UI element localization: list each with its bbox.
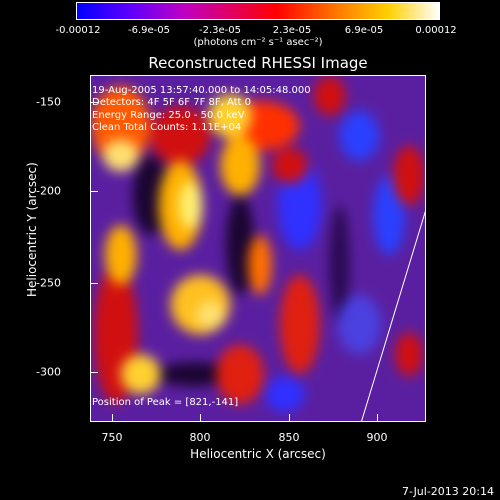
x-tick-label: 850	[278, 431, 300, 444]
x-axis-label: Heliocentric X (arcsec)	[190, 447, 326, 461]
y-tick-mark	[90, 283, 98, 284]
image-plot[interactable]	[90, 75, 426, 422]
y-tick-mark	[90, 191, 98, 192]
image-title: Reconstructed RHESSI Image	[148, 54, 368, 72]
footer-date: 7-Jul-2013 20:14	[401, 485, 494, 498]
x-tick-label: 900	[366, 431, 388, 444]
peak-position-label: Position of Peak = [821,-141]	[92, 397, 239, 408]
y-axis-label: Heliocentric Y (arcsec)	[25, 162, 39, 297]
colorbar-tick: 6.9e-05	[344, 25, 384, 36]
colorbar-tick: 2.3e-05	[272, 25, 312, 36]
time-range-label: 19-Aug-2005 13:57:40.000 to 14:05:48.000	[92, 85, 311, 96]
colorbar-tick: 0.00012	[415, 25, 457, 36]
x-tick-mark	[377, 414, 378, 422]
x-tick-label: 750	[101, 431, 123, 444]
x-tick-mark	[289, 414, 290, 422]
y-tick-label: -250	[36, 276, 61, 290]
y-tick-mark	[90, 372, 98, 373]
colorbar-tick: -2.3e-05	[199, 25, 241, 36]
colorbar	[76, 2, 440, 20]
clean-counts-label: Clean Total Counts: 1.11E+04	[92, 122, 242, 133]
x-tick-mark	[200, 414, 201, 422]
y-tick-label: -200	[36, 184, 61, 198]
x-tick-label: 800	[189, 431, 211, 444]
energy-range-label: Energy Range: 25.0 - 50.0 keV	[92, 110, 245, 121]
limb-line	[361, 210, 425, 421]
detectors-label: Detectors: 4F 5F 6F 7F 8F, Att 0	[92, 97, 252, 108]
heatmap-image	[91, 76, 425, 421]
colorbar-tick: -0.00012	[55, 25, 101, 36]
colorbar-tick: -6.9e-05	[128, 25, 170, 36]
x-tick-mark	[112, 414, 113, 422]
colorbar-units: (photons cm⁻² s⁻¹ asec⁻²)	[193, 37, 323, 48]
y-tick-label: -150	[36, 95, 61, 109]
y-tick-label: -300	[36, 365, 61, 379]
y-tick-mark	[90, 102, 98, 103]
